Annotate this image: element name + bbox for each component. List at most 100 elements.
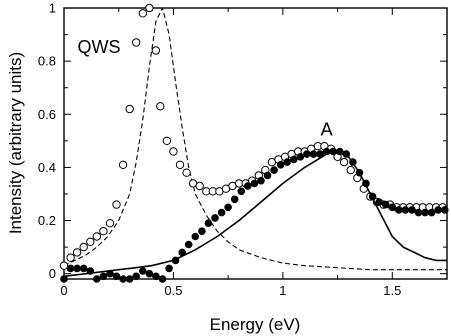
- annotation-qws: QWS: [78, 37, 121, 57]
- filled-data-point: [434, 206, 443, 214]
- filled-data-point: [99, 272, 108, 281]
- filled-data-point: [427, 208, 436, 217]
- series-1-open-circles: [59, 3, 447, 270]
- filled-data-point: [270, 166, 278, 174]
- x-axis-label: Energy (eV): [210, 315, 301, 334]
- filled-data-point: [191, 232, 200, 241]
- open-data-point: [346, 165, 355, 175]
- filled-data-point: [263, 171, 272, 180]
- open-data-point: [162, 136, 172, 146]
- filled-data-point: [60, 275, 68, 283]
- filled-data-point: [250, 179, 259, 188]
- open-data-point: [132, 38, 141, 47]
- y-tick-label: 0.2: [38, 213, 56, 228]
- open-data-point: [79, 242, 88, 252]
- filled-data-point: [421, 208, 429, 217]
- y-tick-label: 0: [49, 266, 56, 281]
- filled-data-point: [309, 150, 318, 158]
- x-tick-label: 0: [60, 283, 67, 298]
- y-tick-label: 0.8: [38, 54, 56, 69]
- open-data-point: [92, 232, 102, 241]
- filled-data-point: [184, 240, 193, 249]
- filled-data-point: [355, 168, 364, 177]
- solid-series-line: [63, 150, 447, 278]
- series-0-dashed-line: [63, 7, 447, 271]
- filled-data-point: [244, 182, 252, 190]
- y-axis-label: Intensity (arbitrary units): [6, 52, 25, 234]
- filled-data-point: [329, 147, 338, 156]
- filled-data-point: [145, 269, 154, 278]
- filled-data-point: [224, 203, 232, 212]
- filled-data-point: [79, 264, 88, 273]
- open-data-point: [118, 160, 128, 170]
- filled-data-point: [401, 206, 410, 214]
- filled-data-point: [158, 275, 167, 283]
- filled-data-point: [198, 227, 206, 235]
- axis-ticks: [63, 7, 447, 279]
- open-data-point: [175, 160, 185, 170]
- y-tick-label: 0.6: [38, 107, 56, 122]
- open-data-point: [151, 46, 161, 55]
- filled-data-point: [119, 275, 127, 283]
- x-tick-label: 1.5: [383, 283, 401, 298]
- open-data-point: [156, 102, 165, 111]
- filled-data-point: [237, 187, 246, 196]
- plot-frame: [63, 7, 448, 280]
- data-series: [59, 3, 449, 283]
- axis-tick-labels: 0 0.5 1 1.5 0 0.2 0.4 0.6 0.8 1: [38, 1, 401, 299]
- filled-data-point: [257, 176, 265, 185]
- open-data-point: [66, 253, 75, 262]
- filled-data-point: [230, 195, 239, 204]
- filled-data-point: [349, 158, 357, 166]
- filled-data-point: [414, 208, 423, 217]
- filled-data-point: [112, 272, 121, 281]
- filled-data-point: [342, 150, 351, 158]
- filled-data-point: [368, 192, 377, 201]
- open-data-point: [169, 147, 178, 156]
- filled-data-point: [336, 147, 344, 156]
- filled-data-point: [316, 150, 324, 158]
- filled-data-point: [322, 147, 331, 156]
- dashed-series-line: [63, 7, 447, 271]
- series-3-filled-circles: [60, 147, 449, 283]
- filled-data-point: [290, 155, 298, 164]
- filled-data-point: [106, 269, 114, 278]
- filled-data-point: [441, 206, 449, 214]
- open-data-point: [105, 219, 115, 228]
- filled-data-point: [211, 214, 219, 222]
- annotation-a: A: [321, 120, 333, 140]
- open-data-point: [99, 227, 108, 236]
- filled-data-point: [303, 150, 311, 158]
- filled-data-point: [381, 200, 390, 209]
- filled-data-point: [408, 206, 416, 214]
- filled-data-point: [178, 248, 186, 257]
- open-data-point: [125, 104, 134, 114]
- filled-data-point: [204, 219, 213, 227]
- filled-data-point: [139, 267, 147, 275]
- open-data-point: [112, 200, 121, 209]
- filled-data-point: [86, 267, 95, 275]
- filled-data-point: [165, 264, 173, 273]
- filled-data-point: [296, 153, 305, 161]
- filled-data-point: [362, 179, 370, 188]
- series-2-solid-line: [63, 150, 447, 278]
- x-tick-label: 1: [279, 283, 286, 298]
- open-data-point: [182, 168, 191, 177]
- filled-data-point: [132, 272, 140, 281]
- open-data-point: [339, 157, 349, 167]
- filled-data-point: [388, 203, 397, 212]
- filled-data-point: [152, 272, 160, 281]
- open-data-point: [59, 261, 69, 270]
- y-tick-label: 1: [49, 1, 56, 16]
- filled-data-point: [375, 198, 384, 206]
- open-data-point: [86, 237, 95, 247]
- open-data-point: [195, 181, 204, 191]
- filled-data-point: [171, 256, 180, 265]
- open-data-point: [145, 3, 154, 13]
- filled-data-point: [73, 264, 81, 273]
- filled-data-point: [93, 275, 101, 283]
- filled-data-point: [276, 161, 285, 169]
- open-data-point: [72, 248, 82, 257]
- filled-data-point: [395, 206, 403, 214]
